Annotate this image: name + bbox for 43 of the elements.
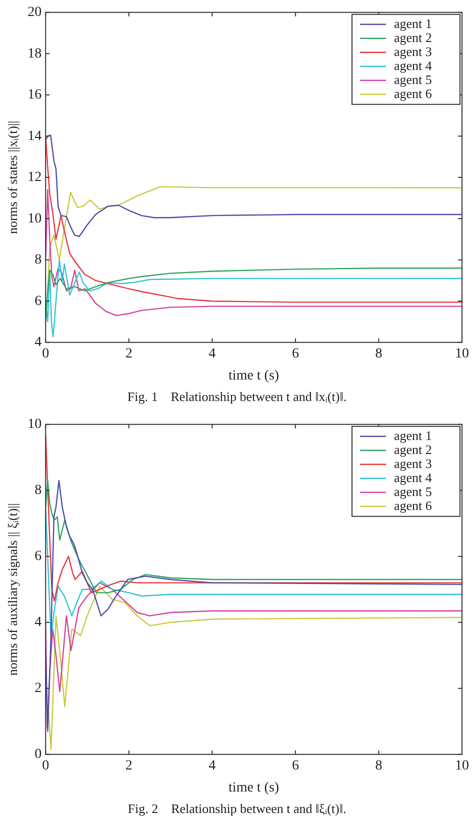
- legend-label: agent 5: [394, 484, 432, 499]
- legend-label: agent 6: [394, 498, 432, 513]
- y-tick-label: 16: [28, 88, 42, 103]
- y-tick-label: 6: [34, 549, 42, 564]
- y-tick-label: 10: [28, 211, 42, 226]
- legend-label: agent 3: [394, 456, 432, 471]
- caption: Fig. 1 Relationship between t and ‖xᵢ(t)‖.: [126, 388, 348, 406]
- legend-label: agent 4: [394, 58, 432, 73]
- y-tick-label: 12: [28, 170, 42, 186]
- x-tick-label: 2: [125, 758, 132, 774]
- y-tick-label: 6: [34, 294, 42, 309]
- x-tick-label: 4: [208, 758, 216, 774]
- legend-label: agent 1: [394, 16, 432, 31]
- legend-label: agent 5: [394, 72, 432, 87]
- y-tick-label: 10: [28, 417, 42, 432]
- y-tick-label: 4: [34, 335, 42, 350]
- legend-label: agent 4: [394, 470, 432, 485]
- x-tick-label: 10: [455, 346, 469, 362]
- legend-label: agent 2: [394, 442, 432, 457]
- caption: Fig. 2 Relationship between t and ‖ξᵢ(t)‖.: [126, 800, 348, 818]
- y-tick-label: 0: [34, 747, 42, 762]
- y-tick-label: 14: [28, 128, 42, 144]
- y-tick-label: 2: [34, 681, 42, 696]
- x-axis-title: time t (s): [228, 368, 280, 384]
- legend-label: agent 6: [394, 86, 432, 101]
- x-tick-label: 6: [292, 758, 299, 774]
- x-tick-label: 8: [375, 346, 382, 362]
- x-tick-label: 6: [292, 346, 299, 362]
- y-tick-label: 8: [34, 252, 42, 268]
- y-tick-label: 20: [28, 5, 42, 20]
- legend-label: agent 1: [394, 428, 432, 443]
- legend-label: agent 2: [394, 30, 432, 45]
- legend-label: agent 3: [394, 44, 432, 59]
- x-tick-label: 8: [375, 758, 382, 774]
- x-tick-label: 10: [455, 758, 469, 774]
- x-tick-label: 4: [208, 346, 216, 362]
- y-axis-title: norms of auxiliary signals || ξᵢ(t)||: [5, 503, 20, 676]
- x-tick-label: 2: [125, 346, 132, 362]
- y-tick-label: 18: [28, 46, 42, 62]
- y-tick-label: 4: [34, 615, 42, 630]
- y-tick-label: 8: [34, 483, 42, 498]
- x-axis-title: time t (s): [228, 780, 280, 796]
- y-axis-title: norms of states ||xᵢ(t)||: [5, 120, 20, 234]
